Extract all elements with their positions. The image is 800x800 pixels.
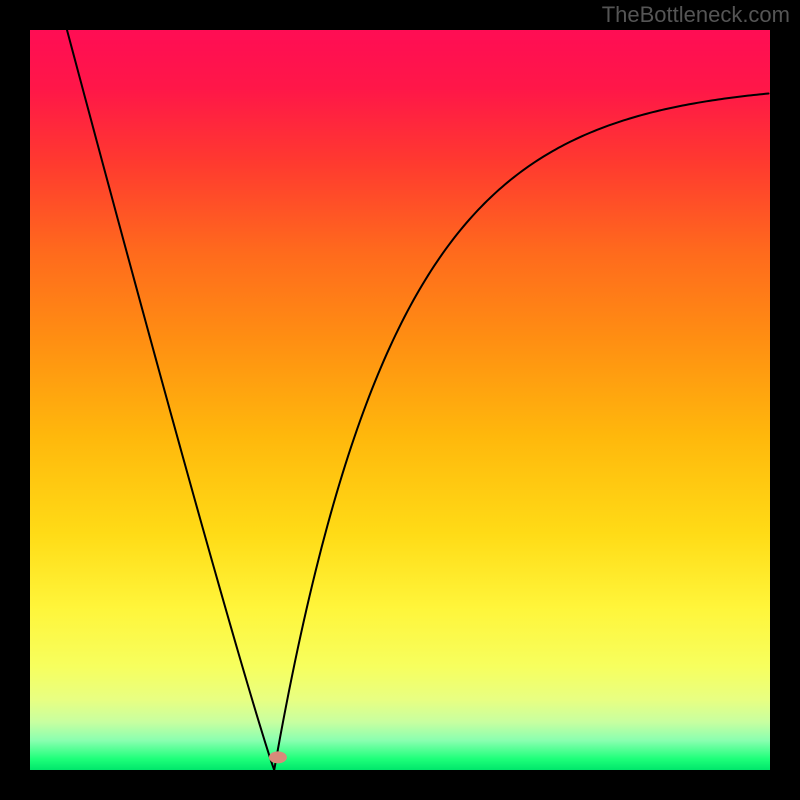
optimum-marker [269, 751, 287, 763]
plot-background [30, 30, 770, 770]
chart-frame: TheBottleneck.com [0, 0, 800, 800]
bottleneck-chart [0, 0, 800, 800]
watermark-text: TheBottleneck.com [602, 2, 790, 28]
